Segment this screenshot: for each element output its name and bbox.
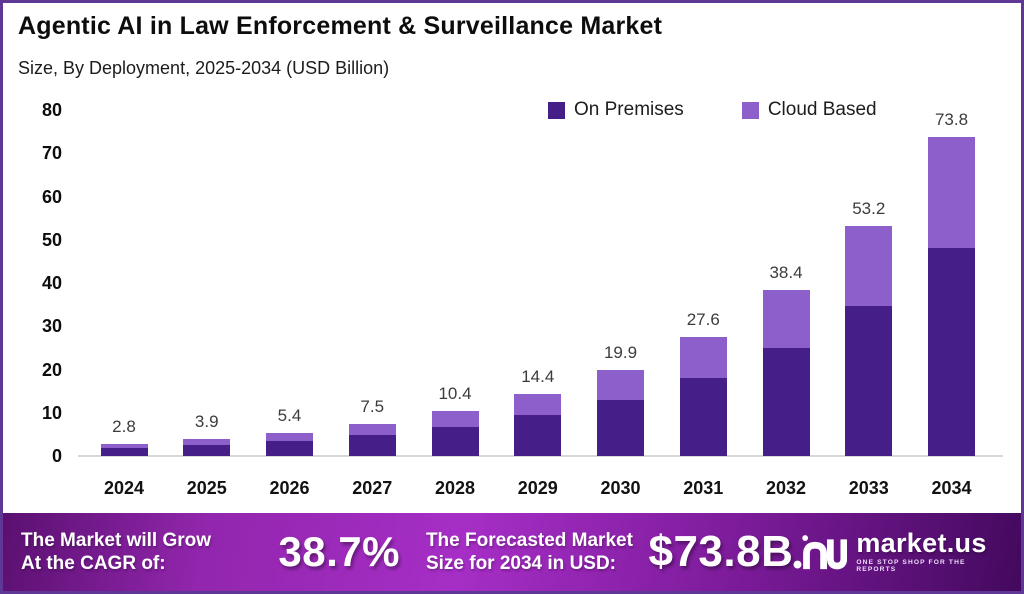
bar-total-label: 7.5 <box>360 396 385 416</box>
legend-item-cloud-based: Cloud Based <box>741 99 877 121</box>
bar-total-label: 19.9 <box>603 342 638 362</box>
bar-segment-on-premises <box>845 305 893 456</box>
x-axis-baseline <box>78 455 1003 457</box>
bar-segment-on-premises <box>431 427 479 456</box>
y-axis-tick: 70 <box>41 143 62 164</box>
chart-plot: 0 10 20 30 40 50 60 70 80 2.8 2024 3.9 2025 5.4 2026 7… <box>3 3 1021 591</box>
bar-segment-cloud-based <box>762 289 810 348</box>
bar-total-label: 73.8 <box>934 109 969 129</box>
bar-segment-cloud-based <box>845 225 893 306</box>
bar-segment-cloud-based <box>348 423 396 435</box>
bar-segment-on-premises <box>514 415 562 456</box>
x-axis-year-label: 2032 <box>765 478 807 498</box>
legend-item-on-premises: On Premises <box>548 99 684 121</box>
y-axis-tick: 10 <box>41 402 62 423</box>
y-axis-tick: 80 <box>41 100 62 120</box>
bar-total-label: 53.2 <box>852 198 886 218</box>
x-axis-year-label: 2033 <box>848 478 889 498</box>
y-axis-tick: 40 <box>41 273 62 293</box>
bar-2030 <box>597 369 644 456</box>
bar-segment-cloud-based <box>266 432 313 441</box>
x-axis-year-label: 2026 <box>269 478 310 498</box>
bar-2029 <box>514 393 562 456</box>
bar-total-label: 14.4 <box>521 366 555 386</box>
bar-2034 <box>928 136 975 456</box>
bar-segment-on-premises <box>183 445 231 456</box>
bar-2032 <box>762 289 810 456</box>
bar-segment-on-premises <box>266 440 313 456</box>
bar-segment-cloud-based <box>183 439 231 446</box>
marketus-logo-icon <box>793 535 848 570</box>
cagr-caption-line2: At the CAGR of: <box>21 553 166 574</box>
bar-2027 <box>348 423 396 456</box>
footer-banner: The Market will Grow At the CAGR of: 38.… <box>3 513 1021 591</box>
y-axis-tick: 50 <box>41 229 62 250</box>
y-axis-tick: 30 <box>41 316 62 337</box>
y-axis-tick: 20 <box>41 359 62 380</box>
bar-segment-on-premises <box>679 378 727 456</box>
bar-total-label: 2.8 <box>112 416 136 436</box>
bar-segment-on-premises <box>348 434 396 456</box>
marketus-logo: market.us ONE STOP SHOP FOR THE REPORTS <box>793 530 1003 574</box>
chart-subtitle: Size, By Deployment, 2025-2034 (USD Bill… <box>18 58 390 78</box>
bar-segment-cloud-based <box>100 443 148 449</box>
bar-segment-cloud-based <box>514 393 562 416</box>
cagr-caption-line1: The Market will Grow <box>21 529 212 551</box>
forecast-caption: The Forecasted Market Size for 2034 in U… <box>426 529 637 575</box>
marketus-logo-text: market.us ONE STOP SHOP FOR THE REPORTS <box>856 530 1003 573</box>
bar-segment-on-premises <box>100 448 148 456</box>
chart-title: Agentic AI in Law Enforcement & Surveill… <box>18 12 663 40</box>
x-axis-year-label: 2030 <box>600 478 641 498</box>
bar-2031 <box>679 336 727 456</box>
bar-2026 <box>266 432 313 456</box>
bar-2025 <box>183 439 231 456</box>
x-axis-year-label: 2024 <box>103 478 145 498</box>
x-axis-year-label: 2025 <box>186 478 227 498</box>
legend-swatch-on-premises <box>548 101 565 119</box>
cagr-caption: The Market will Grow At the CAGR of: <box>21 529 264 575</box>
bar-segment-on-premises <box>928 247 975 456</box>
legend: On Premises Cloud Based <box>548 99 877 121</box>
bar-segment-on-premises <box>597 399 644 456</box>
bar-2033 <box>845 225 893 456</box>
y-axis-tick: 0 <box>51 446 62 466</box>
x-axis-year-label: 2028 <box>434 478 476 498</box>
marketus-logo-name: market.us <box>856 528 987 559</box>
marketus-logo-tagline: ONE STOP SHOP FOR THE REPORTS <box>856 559 966 573</box>
forecast-caption-line2: Size for 2034 in USD: <box>425 553 617 574</box>
bar-segment-on-premises <box>762 347 810 456</box>
bar-total-label: 38.4 <box>769 262 803 282</box>
bar-segment-cloud-based <box>679 336 727 379</box>
legend-swatch-cloud-based <box>741 101 759 119</box>
bar-total-label: 10.4 <box>438 384 472 404</box>
y-axis-tick: 60 <box>41 186 62 207</box>
legend-label-on-premises: On Premises <box>574 99 684 120</box>
legend-label-cloud-based: Cloud Based <box>767 99 877 120</box>
bar-segment-cloud-based <box>597 369 644 400</box>
bar-total-label: 5.4 <box>277 405 302 425</box>
x-axis-year-label: 2029 <box>517 478 558 498</box>
forecast-caption-line1: The Forecasted Market <box>425 529 633 551</box>
bar-total-label: 3.9 <box>194 412 219 432</box>
forecast-value: $73.8B <box>648 527 794 576</box>
bar-2024 <box>100 443 148 456</box>
cagr-value: 38.7% <box>278 528 400 575</box>
x-axis-year-label: 2031 <box>683 478 724 498</box>
bar-segment-cloud-based <box>928 136 975 248</box>
x-axis-year-label: 2034 <box>931 478 972 498</box>
bar-total-label: 27.6 <box>686 309 720 329</box>
bar-2028 <box>431 411 479 456</box>
bar-segment-cloud-based <box>431 411 479 428</box>
x-axis-year-label: 2027 <box>352 478 393 498</box>
